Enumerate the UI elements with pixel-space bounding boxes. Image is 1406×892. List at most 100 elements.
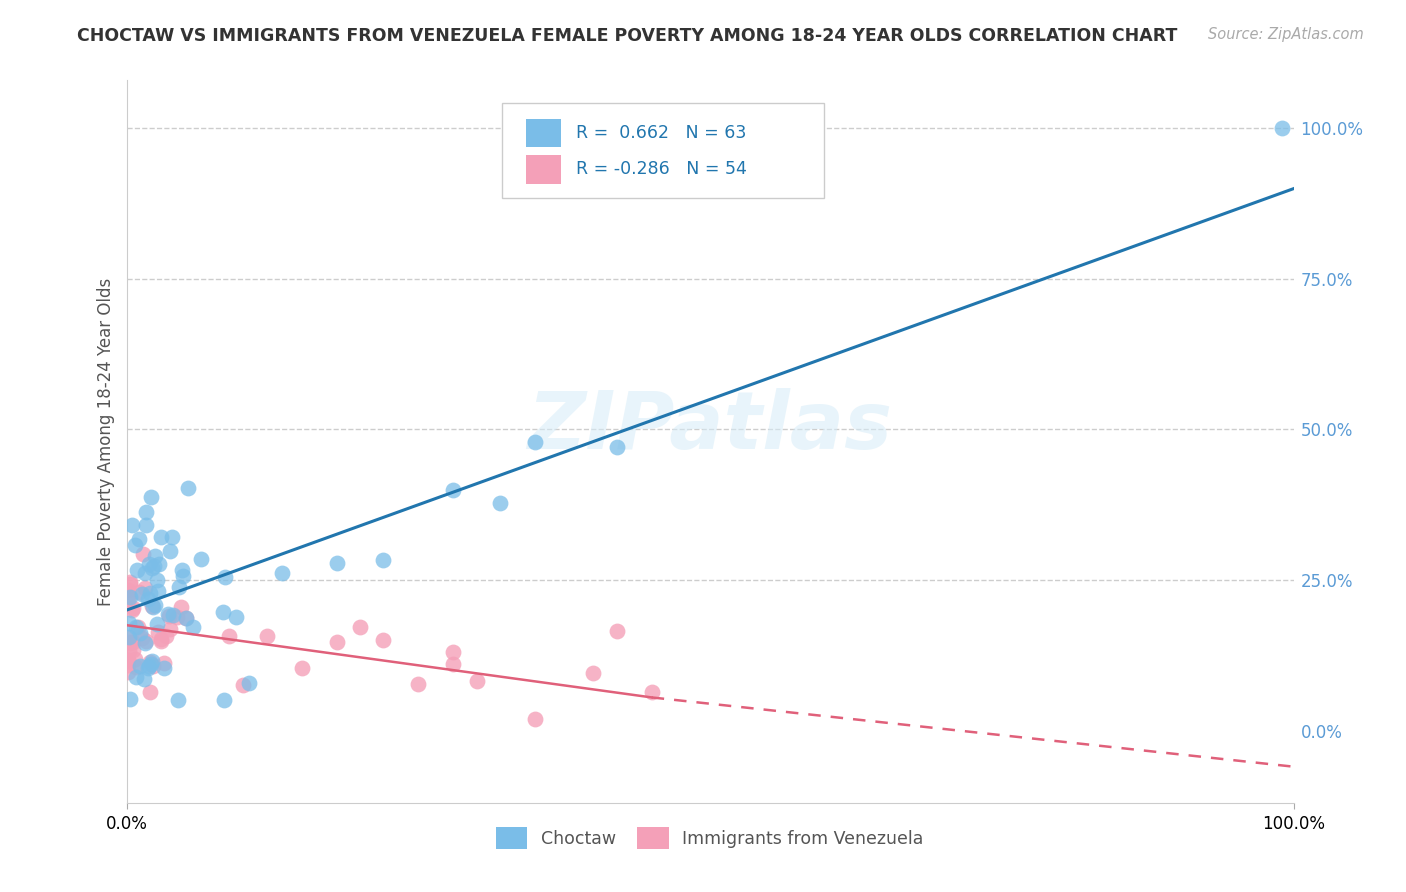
Point xyxy=(135,506,157,520)
FancyBboxPatch shape xyxy=(502,103,824,198)
Text: R =  0.662   N = 63: R = 0.662 N = 63 xyxy=(576,124,747,142)
Point xyxy=(325,635,347,649)
Point xyxy=(128,585,150,599)
Text: ZIPatlas: ZIPatlas xyxy=(527,388,893,467)
Point xyxy=(489,496,512,510)
Point xyxy=(153,661,176,675)
Point xyxy=(118,692,141,706)
Point xyxy=(117,657,139,672)
Point xyxy=(118,576,141,591)
Point xyxy=(131,631,153,645)
Point xyxy=(271,566,294,580)
Point xyxy=(159,622,181,636)
Point xyxy=(134,581,156,595)
Point xyxy=(135,634,157,648)
Point xyxy=(170,600,193,615)
Point xyxy=(238,676,260,690)
Text: R = -0.286   N = 54: R = -0.286 N = 54 xyxy=(576,161,747,178)
Point xyxy=(167,693,190,707)
Point xyxy=(122,643,145,657)
Point xyxy=(160,530,183,544)
Point xyxy=(128,626,150,640)
Point xyxy=(142,659,165,673)
Point xyxy=(141,654,163,668)
Point xyxy=(139,657,162,671)
Point xyxy=(121,518,143,533)
Point xyxy=(172,569,194,583)
Point xyxy=(141,599,163,614)
Point xyxy=(641,685,664,699)
Point xyxy=(174,611,197,625)
Point xyxy=(349,620,371,634)
Point xyxy=(159,544,181,558)
Point xyxy=(118,615,141,630)
Point xyxy=(125,620,148,634)
Point xyxy=(143,599,166,613)
Point xyxy=(142,599,165,614)
Point xyxy=(139,685,162,699)
Point xyxy=(127,620,149,634)
Point xyxy=(606,624,628,638)
Point xyxy=(167,580,190,594)
Point xyxy=(157,609,180,624)
Point xyxy=(441,645,464,659)
Point xyxy=(408,677,430,691)
Point xyxy=(138,661,160,675)
Point xyxy=(373,552,395,566)
Point xyxy=(121,603,143,617)
Point xyxy=(256,629,278,643)
Point xyxy=(170,563,193,577)
Point xyxy=(146,573,169,587)
Point xyxy=(148,558,170,572)
Point xyxy=(118,630,141,644)
Point xyxy=(131,586,153,600)
Point xyxy=(141,491,163,505)
Point xyxy=(136,591,159,606)
Point xyxy=(135,518,157,533)
Point xyxy=(225,610,247,624)
Point xyxy=(138,656,160,670)
Point xyxy=(117,653,139,667)
Point xyxy=(117,665,139,680)
Point xyxy=(120,635,142,649)
Point xyxy=(606,441,628,455)
Y-axis label: Female Poverty Among 18-24 Year Olds: Female Poverty Among 18-24 Year Olds xyxy=(97,277,115,606)
Point xyxy=(582,665,605,680)
Point xyxy=(150,633,173,648)
Point xyxy=(146,584,169,599)
Point xyxy=(181,620,204,634)
Point xyxy=(325,556,347,570)
Point xyxy=(190,551,212,566)
Point xyxy=(290,661,312,675)
Point xyxy=(118,591,141,605)
Point xyxy=(155,629,177,643)
Point xyxy=(177,481,200,495)
Point xyxy=(214,693,236,707)
Point xyxy=(128,532,150,546)
Point xyxy=(373,633,395,648)
Point xyxy=(134,672,156,686)
Text: CHOCTAW VS IMMIGRANTS FROM VENEZUELA FEMALE POVERTY AMONG 18-24 YEAR OLDS CORREL: CHOCTAW VS IMMIGRANTS FROM VENEZUELA FEM… xyxy=(77,27,1178,45)
Point xyxy=(118,636,141,650)
Point xyxy=(122,600,145,615)
Point xyxy=(156,607,179,622)
Point xyxy=(117,583,139,598)
Point xyxy=(117,588,139,602)
Point xyxy=(118,644,141,658)
Point xyxy=(127,563,149,577)
Point xyxy=(143,559,166,574)
Point xyxy=(117,630,139,644)
Point xyxy=(523,712,546,726)
Point xyxy=(141,561,163,575)
Point xyxy=(214,570,236,584)
Point xyxy=(465,674,488,689)
Point xyxy=(212,605,235,619)
Point xyxy=(120,574,142,589)
Text: Source: ZipAtlas.com: Source: ZipAtlas.com xyxy=(1208,27,1364,42)
Point xyxy=(176,611,198,625)
Point xyxy=(146,625,169,640)
Point xyxy=(166,610,188,624)
Point xyxy=(117,591,139,606)
Point xyxy=(143,549,166,563)
Point xyxy=(1271,121,1294,136)
